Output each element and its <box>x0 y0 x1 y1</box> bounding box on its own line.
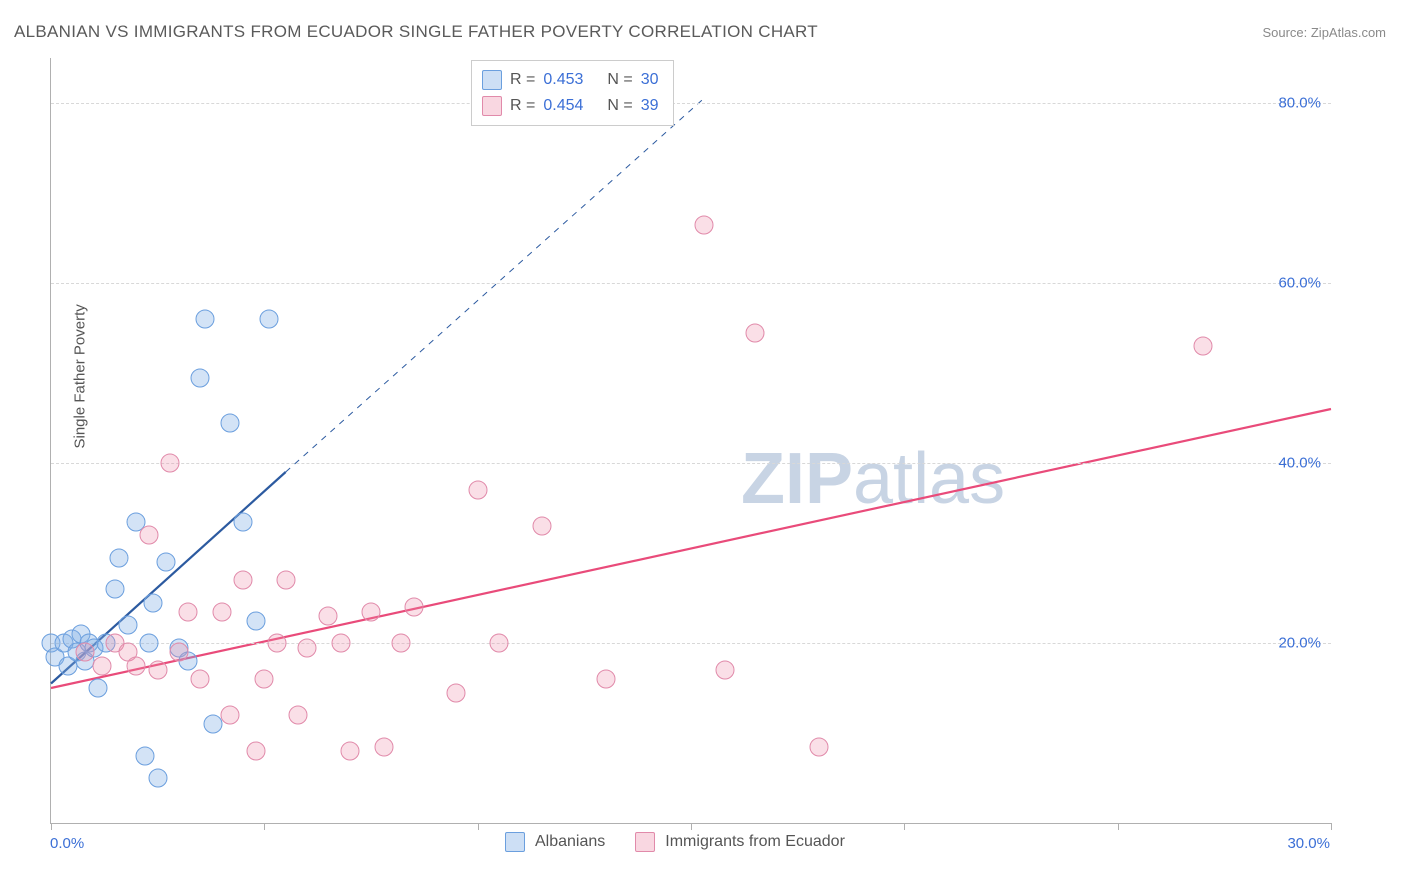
x-tick-label: 0.0% <box>50 835 84 852</box>
data-point-a <box>234 512 253 531</box>
n-value-b: 39 <box>641 97 659 115</box>
n-value-a: 30 <box>641 71 659 89</box>
legend-label-ecuador: Immigrants from Ecuador <box>665 833 845 851</box>
x-tick <box>264 823 265 830</box>
data-point-a <box>110 548 129 567</box>
data-point-b <box>234 571 253 590</box>
x-tick <box>691 823 692 830</box>
data-point-a <box>88 679 107 698</box>
data-point-b <box>161 454 180 473</box>
grid-line <box>51 283 1331 284</box>
data-point-b <box>221 706 240 725</box>
data-point-a <box>106 580 125 599</box>
chart-container: ALBANIAN VS IMMIGRANTS FROM ECUADOR SING… <box>0 0 1406 892</box>
data-point-a <box>246 611 265 630</box>
data-point-b <box>1194 337 1213 356</box>
legend-row-albanians: R = 0.453 N = 30 <box>482 67 659 93</box>
grid-line <box>51 463 1331 464</box>
swatch-albanians-bottom <box>505 832 525 852</box>
data-point-b <box>276 571 295 590</box>
data-point-b <box>447 683 466 702</box>
data-point-b <box>140 526 159 545</box>
r-value-a: 0.453 <box>543 71 583 89</box>
n-label-a: N = <box>607 71 632 89</box>
data-point-b <box>246 742 265 761</box>
legend-label-albanians: Albanians <box>535 833 605 851</box>
x-tick <box>51 823 52 830</box>
data-point-b <box>340 742 359 761</box>
x-tick <box>1331 823 1332 830</box>
swatch-ecuador-bottom <box>635 832 655 852</box>
data-point-a <box>221 413 240 432</box>
trend-line-b <box>51 409 1331 688</box>
correlation-legend: R = 0.453 N = 30 R = 0.454 N = 39 <box>471 60 674 126</box>
data-point-b <box>332 634 351 653</box>
x-tick-label: 30.0% <box>1287 835 1330 852</box>
r-label-b: R = <box>510 97 535 115</box>
data-point-b <box>170 643 189 662</box>
data-point-a <box>118 616 137 635</box>
source-label: Source: ZipAtlas.com <box>1262 25 1386 40</box>
swatch-ecuador <box>482 96 502 116</box>
data-point-b <box>255 670 274 689</box>
data-point-b <box>212 602 231 621</box>
data-point-b <box>391 634 410 653</box>
chart-title: ALBANIAN VS IMMIGRANTS FROM ECUADOR SING… <box>14 22 818 42</box>
data-point-b <box>268 634 287 653</box>
legend-item-albanians: Albanians <box>505 832 605 852</box>
data-point-b <box>746 323 765 342</box>
r-label-a: R = <box>510 71 535 89</box>
data-point-b <box>298 638 317 657</box>
data-point-b <box>694 215 713 234</box>
data-point-b <box>596 670 615 689</box>
data-point-b <box>374 737 393 756</box>
grid-line <box>51 103 1331 104</box>
data-point-b <box>362 602 381 621</box>
y-tick-label: 20.0% <box>1278 635 1321 652</box>
y-tick-label: 80.0% <box>1278 95 1321 112</box>
data-point-b <box>127 656 146 675</box>
data-point-b <box>289 706 308 725</box>
trend-line-dash-a <box>286 99 704 473</box>
x-tick <box>478 823 479 830</box>
data-point-a <box>259 310 278 329</box>
data-point-b <box>178 602 197 621</box>
data-point-a <box>195 310 214 329</box>
x-tick <box>904 823 905 830</box>
grid-line <box>51 643 1331 644</box>
data-point-b <box>716 661 735 680</box>
data-point-a <box>204 715 223 734</box>
data-point-a <box>148 769 167 788</box>
data-point-b <box>490 634 509 653</box>
y-tick-label: 40.0% <box>1278 455 1321 472</box>
data-point-b <box>76 643 95 662</box>
series-legend: Albanians Immigrants from Ecuador <box>505 832 845 852</box>
plot-area: ZIPatlas 20.0%40.0%60.0%80.0% <box>50 58 1331 824</box>
swatch-albanians <box>482 70 502 90</box>
legend-row-ecuador: R = 0.454 N = 39 <box>482 93 659 119</box>
data-point-b <box>810 737 829 756</box>
trend-lines-layer <box>51 58 1331 823</box>
data-point-b <box>93 656 112 675</box>
legend-item-ecuador: Immigrants from Ecuador <box>635 832 845 852</box>
data-point-b <box>404 598 423 617</box>
y-tick-label: 60.0% <box>1278 275 1321 292</box>
x-tick <box>1118 823 1119 830</box>
data-point-a <box>157 553 176 572</box>
data-point-a <box>144 593 163 612</box>
data-point-b <box>532 517 551 536</box>
n-label-b: N = <box>607 97 632 115</box>
data-point-b <box>319 607 338 626</box>
data-point-b <box>191 670 210 689</box>
data-point-a <box>191 368 210 387</box>
data-point-a <box>135 746 154 765</box>
data-point-b <box>468 481 487 500</box>
data-point-b <box>148 661 167 680</box>
data-point-a <box>140 634 159 653</box>
r-value-b: 0.454 <box>543 97 583 115</box>
